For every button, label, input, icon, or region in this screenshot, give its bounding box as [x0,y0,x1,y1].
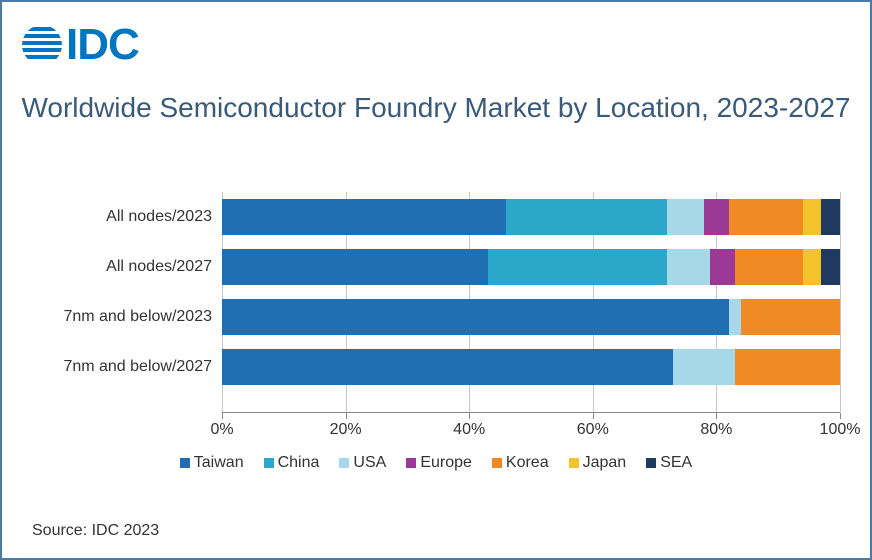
bar-segment-usa [673,349,735,385]
chart-title: Worldwide Semiconductor Foundry Market b… [2,90,870,125]
bar-segment-sea [821,199,840,235]
legend-label: Japan [583,454,627,472]
x-tick-label: 100% [820,421,861,439]
chart-area: All nodes/2023 All nodes/2027 7nm and belo… [47,192,840,432]
bar-segment-korea [735,249,803,285]
bar-segment-china [488,249,667,285]
legend-label: Taiwan [194,454,244,472]
bar-segment-usa [667,199,704,235]
legend-item-sea: SEA [646,454,692,472]
x-tick-mark [716,413,717,419]
bar-segment-europe [710,249,735,285]
bar-segment-japan [803,249,822,285]
row-label: All nodes/2023 [47,208,222,226]
legend-swatch [569,458,579,468]
legend-swatch [180,458,190,468]
bar-segment-korea [729,199,803,235]
legend-item-europe: Europe [406,454,472,472]
legend-swatch [339,458,349,468]
x-tick-label: 0% [210,421,233,439]
x-tick-mark [222,413,223,419]
x-tick-label: 20% [330,421,362,439]
bar-segment-europe [704,199,729,235]
legend-item-taiwan: Taiwan [180,454,244,472]
x-tick-label: 40% [453,421,485,439]
source-text: Source: IDC 2023 [32,522,159,540]
x-tick-label: 80% [700,421,732,439]
chart-row: All nodes/2027 [47,242,840,292]
legend-label: SEA [660,454,692,472]
legend-label: Korea [506,454,549,472]
x-tick-mark [469,413,470,419]
bar-segment-usa [667,249,710,285]
legend-label: Europe [420,454,472,472]
x-tick-mark [840,413,841,419]
bar-track [222,299,840,335]
idc-logo: IDC [20,20,139,70]
legend-item-korea: Korea [492,454,549,472]
legend-label: USA [353,454,386,472]
x-tick-mark [346,413,347,419]
bar-track [222,199,840,235]
bar-track [222,349,840,385]
legend-swatch [492,458,502,468]
legend-item-china: China [264,454,320,472]
legend-item-japan: Japan [569,454,627,472]
x-tick-mark [593,413,594,419]
bar-track [222,249,840,285]
bar-segment-japan [803,199,822,235]
logo-text: IDC [66,20,139,70]
legend-swatch [406,458,416,468]
bar-segment-taiwan [222,299,729,335]
bar-segment-sea [821,249,840,285]
row-label: 7nm and below/2027 [47,358,222,376]
legend-label: China [278,454,320,472]
legend-swatch [264,458,274,468]
bar-segment-china [506,199,667,235]
row-label: 7nm and below/2023 [47,308,222,326]
bar-segment-taiwan [222,249,488,285]
chart-legend: Taiwan China USA Europe Korea Japan SEA [2,454,870,472]
bar-segment-korea [735,349,840,385]
chart-row: 7nm and below/2027 [47,342,840,392]
chart-row: 7nm and below/2023 [47,292,840,342]
legend-item-usa: USA [339,454,386,472]
globe-icon [20,23,64,67]
chart-row: All nodes/2023 [47,192,840,242]
gridline [840,192,841,412]
bar-segment-taiwan [222,199,506,235]
legend-swatch [646,458,656,468]
row-label: All nodes/2027 [47,258,222,276]
x-axis: 0%20%40%60%80%100% [222,412,840,442]
bar-segment-usa [729,299,741,335]
bar-segment-taiwan [222,349,673,385]
bar-segment-korea [741,299,840,335]
x-tick-label: 60% [577,421,609,439]
